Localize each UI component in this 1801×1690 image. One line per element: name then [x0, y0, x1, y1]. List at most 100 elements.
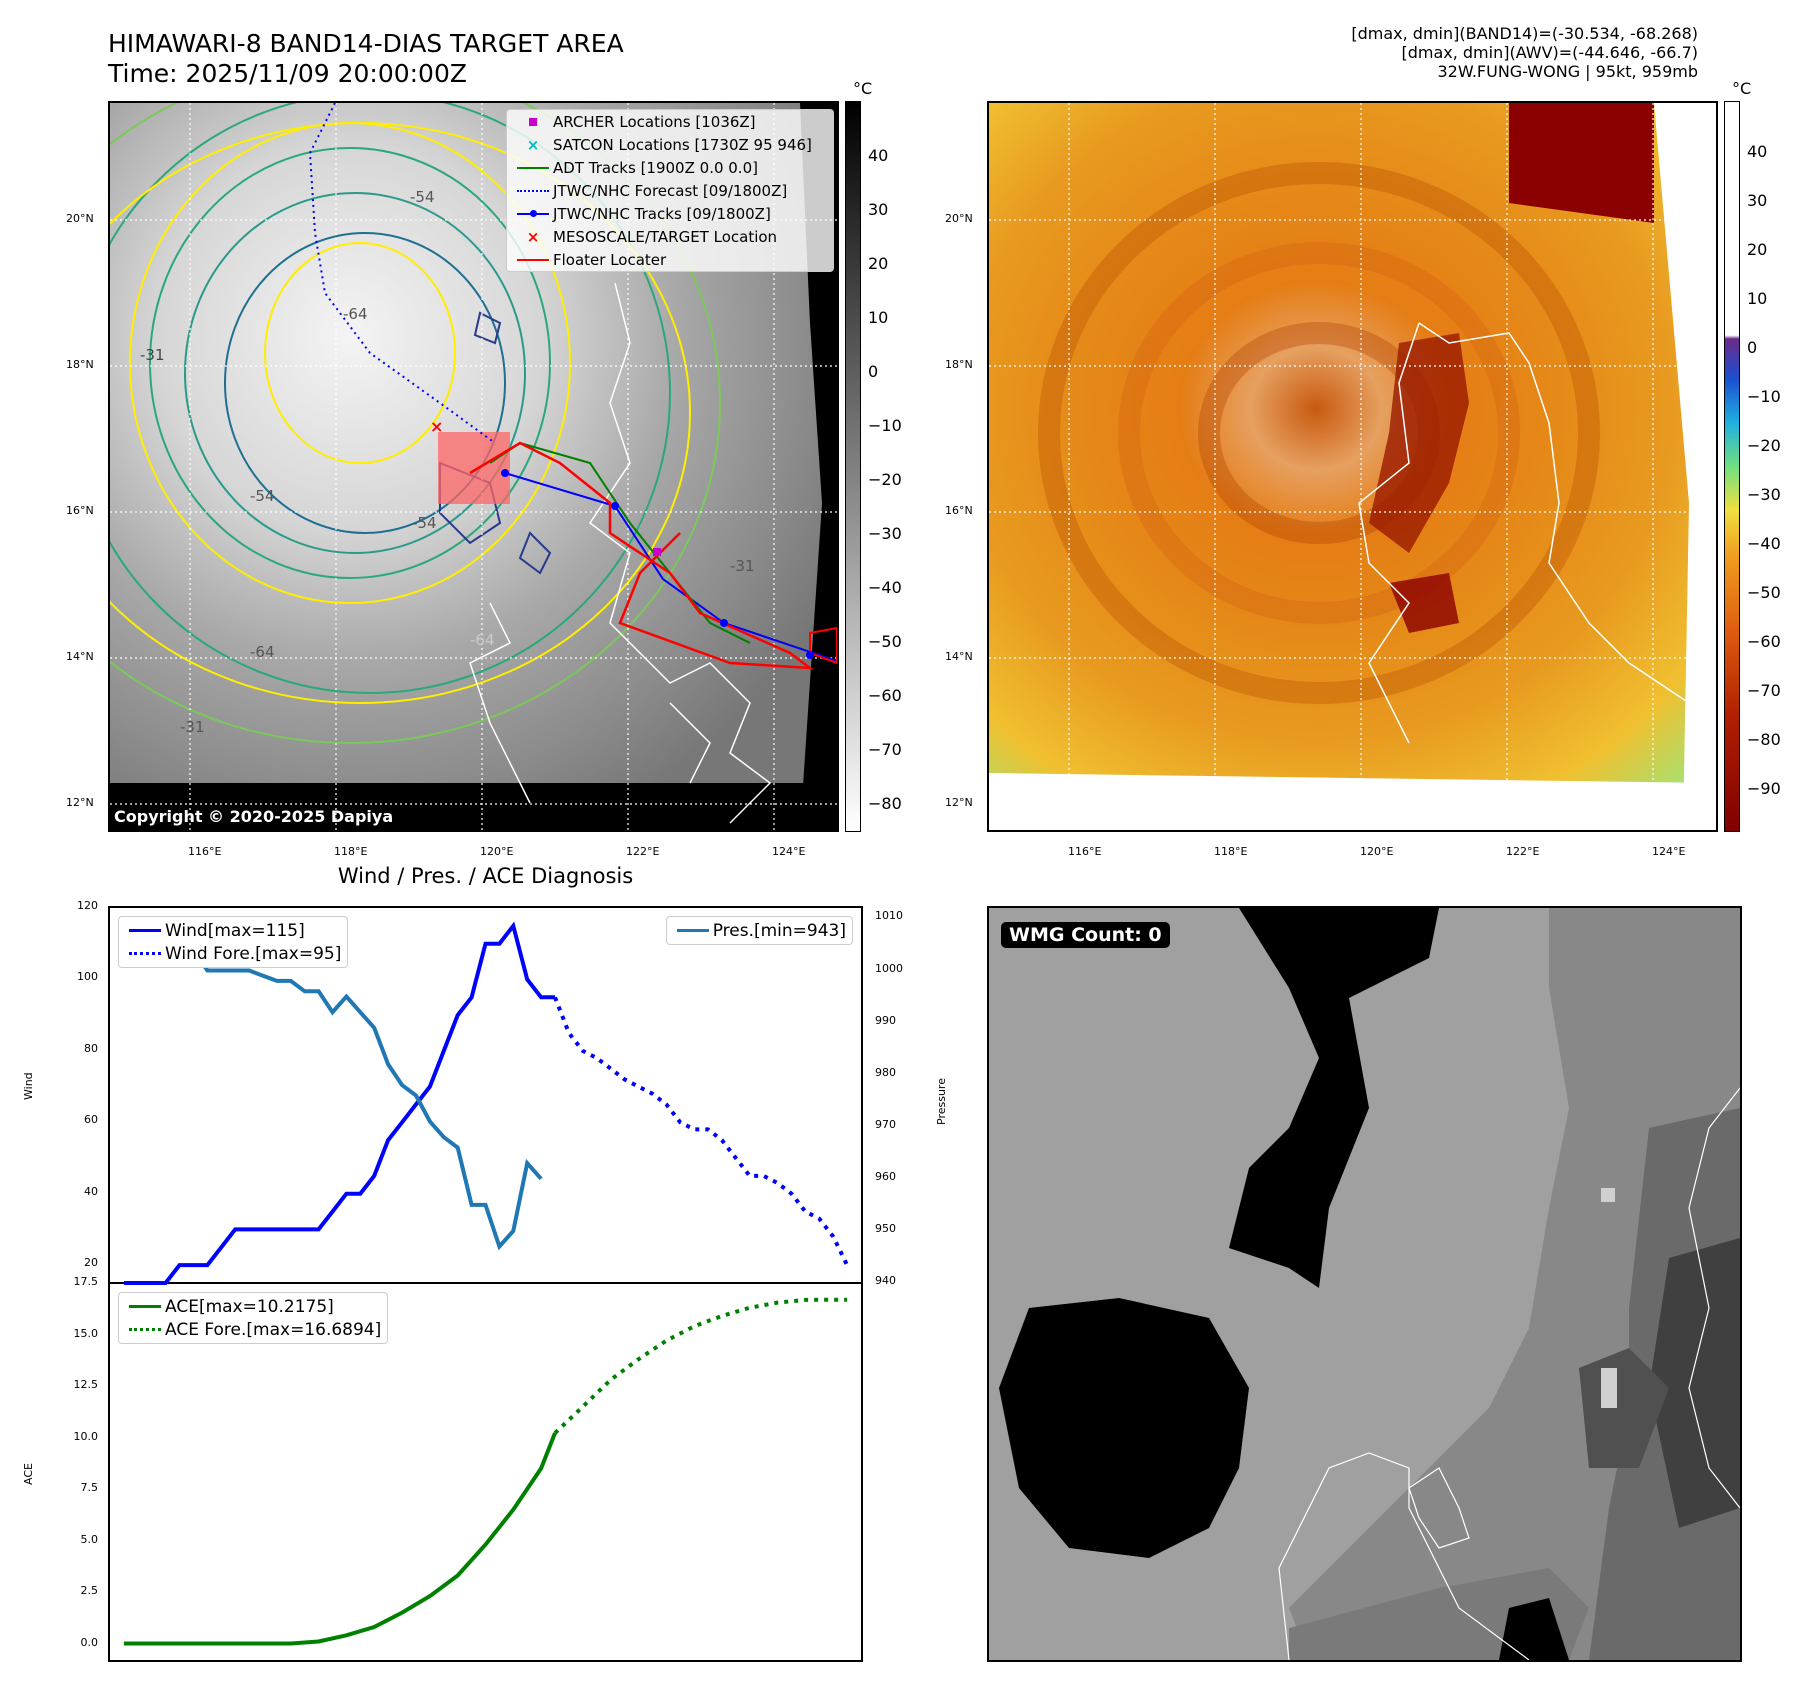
ace-series-line [123, 1432, 557, 1646]
lat-label: 18°N [66, 358, 94, 371]
axis-tick-label: 950 [875, 1221, 896, 1235]
lon-label: 124°E [772, 845, 806, 858]
contour-label: -64 [250, 643, 275, 661]
lat-label: 14°N [66, 650, 94, 663]
ace-forecast-series-line [553, 1297, 848, 1435]
axis-tick-label: 960 [875, 1169, 896, 1183]
legend-floater: Floater Locater [507, 248, 833, 271]
chart-title: HIMAWARI-8 BAND14-DIAS TARGET AREA [108, 29, 624, 58]
copyright: Copyright © 2020-2025 Dapiya [114, 807, 394, 826]
contour-label: -54 [410, 188, 435, 206]
ace-axis-ticks: 17.5 15.0 12.5 10.0 7.5 5.0 2.5 0.0 [40, 1275, 104, 1662]
legend-satcon: × SATCON Locations [1730Z 95 946] [526, 135, 812, 154]
mesoscale-box [438, 432, 510, 504]
lon-label: 116°E [188, 845, 222, 858]
info-storm: 32W.FUNG-WONG | 95kt, 959mb [1437, 62, 1698, 81]
legend-archer: ARCHER Locations [1036Z] [507, 110, 833, 133]
axis-tick-label: 100 [77, 970, 98, 984]
lat-label: 12°N [66, 796, 94, 809]
axis-tick-label: 0.0 [80, 1635, 99, 1649]
info-band14: [dmax, dmin](BAND14)=(-30.534, -68.268) [1351, 24, 1698, 43]
lat-label: 14°N [945, 650, 973, 663]
info-block: [dmax, dmin](BAND14)=(-30.534, -68.268) … [1351, 24, 1698, 81]
diagnosis-title: Wind / Pres. / ACE Diagnosis [337, 864, 634, 888]
jtwc-forecast-track [308, 103, 496, 444]
axis-tick-label: 10.0 [73, 1429, 99, 1443]
pres-legend: Pres.[min=943] [665, 916, 853, 945]
wind-forecast-series-line [553, 996, 849, 1266]
axis-tick-label: 990 [875, 1013, 896, 1027]
map-legend: ARCHER Locations [1036Z] × SATCON Locati… [506, 109, 834, 272]
wind-series-line [123, 921, 555, 1285]
axis-tick-label: 12.5 [73, 1378, 99, 1391]
chart-time: Time: 2025/11/09 20:00:00Z [108, 59, 467, 88]
jtwc-track [504, 472, 837, 662]
wmg-panel: WMG Count: 0 [987, 906, 1742, 1662]
contour-label: -64 [470, 631, 495, 649]
lon-label: 116°E [1068, 845, 1102, 858]
lat-label: 12°N [945, 796, 973, 809]
lon-label: 122°E [1506, 845, 1540, 858]
legend-mesoscale: × MESOSCALE/TARGET Location [526, 227, 778, 246]
contour-label: -31 [180, 718, 205, 736]
lat-label: 16°N [945, 504, 973, 517]
lat-label: 20°N [66, 212, 94, 225]
band14-colorbar-ticks: 40 30 20 10 0 −10 −20 −30 −40 −50 −60 −7… [868, 146, 902, 813]
axis-tick-label: 20 [84, 1256, 98, 1270]
mesoscale-marker: × [430, 417, 443, 436]
lon-label: 122°E [626, 845, 660, 858]
legend-ace-fore: ACE Fore.[max=16.6894] [119, 1318, 387, 1341]
archer-marker [653, 548, 661, 556]
awv-colorbar-ticks: 40 30 20 10 0 −10 −20 −30 −40 −50 −60 −7… [1747, 142, 1781, 798]
diagnosis-panel: Wind[max=115] Wind Fore.[max=95] Pres.[m… [108, 906, 863, 1662]
legend-adt: ADT Tracks [1900Z 0.0 0.0] [507, 156, 833, 179]
ace-legend: ACE[max=10.2175] ACE Fore.[max=16.6894] [118, 1292, 389, 1344]
lon-label: 120°E [480, 845, 514, 858]
contour-label: -31 [140, 346, 165, 364]
wind-axis-ticks: 120 100 80 60 40 20 [40, 899, 104, 1282]
colorbar-unit: °C [1732, 79, 1752, 98]
legend-ace: ACE[max=10.2175] [119, 1295, 387, 1318]
lon-label: 118°E [334, 845, 368, 858]
wmg-count-badge: WMG Count: 0 [1001, 922, 1170, 948]
diagnosis-plot [110, 921, 861, 1646]
colorbar-unit: °C [853, 79, 873, 98]
legend-pres: Pres.[min=943] [667, 919, 852, 942]
axis-tick-label: 2.5 [80, 1584, 99, 1598]
info-awv: [dmax, dmin](AWV)=(-44.646, -66.7) [1401, 43, 1698, 62]
axis-tick-label: 17.5 [73, 1275, 99, 1288]
floater-track [469, 441, 815, 670]
axis-tick-label: 970 [875, 1117, 896, 1131]
lon-label: 118°E [1214, 845, 1248, 858]
legend-wind-fore: Wind Fore.[max=95] [119, 942, 347, 965]
axis-tick-label: 5.0 [80, 1532, 99, 1546]
awv-map [987, 101, 1718, 832]
pressure-axis-label: Pressure [935, 1078, 948, 1125]
awv-colorbar [1724, 101, 1740, 832]
lon-label: 120°E [1360, 845, 1394, 858]
axis-tick-label: 940 [875, 1274, 896, 1287]
legend-wind: Wind[max=115] [119, 919, 347, 942]
axis-tick-label: 7.5 [80, 1481, 99, 1494]
axis-tick-label: 120 [77, 899, 98, 912]
ace-axis-label: ACE [22, 1463, 35, 1485]
axis-tick-label: 80 [84, 1041, 98, 1055]
lat-label: 20°N [945, 212, 973, 225]
contour-label: -64 [343, 305, 368, 323]
wind-axis-label: Wind [22, 1072, 35, 1100]
axis-tick-label: 60 [84, 1113, 98, 1127]
band14-map: -54 -64 -31 -54 -54 -64 -64 -31 -31 × [108, 101, 839, 832]
lat-label: 18°N [945, 358, 973, 371]
contour-label: -54 [250, 487, 275, 505]
wmg-image [989, 908, 1740, 1660]
contour-label: -54 [412, 514, 437, 532]
axis-tick-label: 1000 [875, 961, 903, 975]
axis-tick-label: 40 [84, 1184, 98, 1198]
wind-legend: Wind[max=115] Wind Fore.[max=95] [118, 916, 349, 968]
band14-colorbar [845, 101, 861, 832]
pressure-axis-ticks: 1010 1000 990 980 970 960 950 940 [869, 906, 929, 1287]
legend-jtwc-track: JTWC/NHC Tracks [09/1800Z] [507, 202, 833, 225]
lon-label: 124°E [1652, 845, 1686, 858]
axis-tick-label: 980 [875, 1065, 896, 1079]
legend-jtwc-forecast: JTWC/NHC Forecast [09/1800Z] [507, 179, 833, 202]
